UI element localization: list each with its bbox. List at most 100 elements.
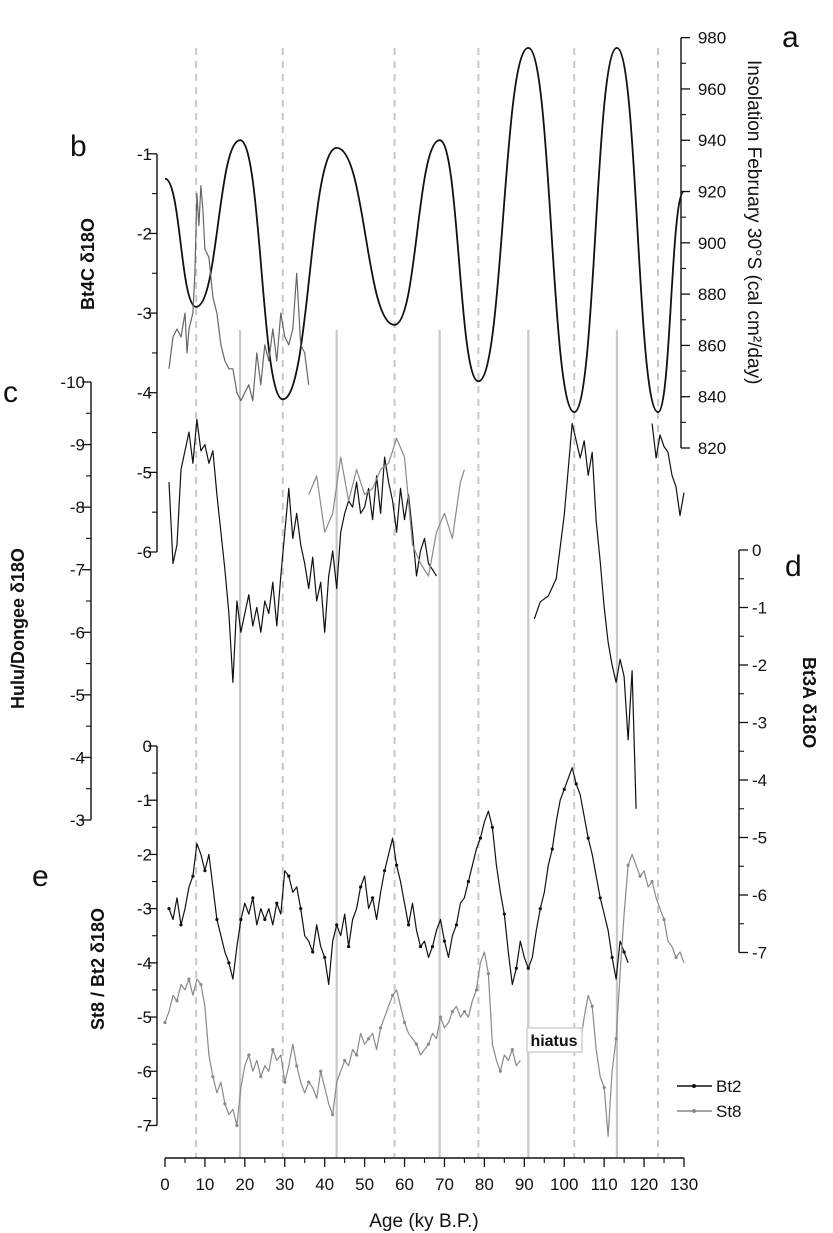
y-tick-label-b: -3: [137, 304, 152, 323]
hiatus-annotation: hiatus: [526, 1027, 583, 1053]
bt4c-axis-title: Bt4C δ18O: [78, 218, 98, 310]
x-tick-label-70: 70: [435, 1175, 454, 1194]
y-tick-label-d: -3: [752, 714, 767, 733]
st8-bt2-axis-title: St8 / Bt2 δ18O: [88, 908, 108, 1030]
point-St8: [247, 1053, 251, 1057]
y-tick-label-d: -5: [752, 829, 767, 848]
point-St8: [378, 1026, 383, 1030]
series-d-1: [651, 423, 685, 517]
y-tick-label-a: 820: [698, 439, 726, 458]
y-tick-label-b: -1: [137, 145, 152, 164]
axis-titles: Insolation February 30°S (cal cm²/day) B…: [8, 60, 819, 1232]
point-Bt2: [167, 907, 171, 911]
point-St8: [438, 1015, 443, 1019]
point-Bt2: [562, 787, 566, 791]
y-tick-label-d: -6: [752, 886, 767, 905]
x-tick-label-110: 110: [591, 1175, 618, 1194]
point-Bt2: [526, 966, 530, 970]
y-tick-label-c: -3: [70, 811, 85, 830]
axes-layer: 0 10 20 30 40 50 60 70 80 90 100 110 120 130 820 840 860…: [60, 29, 767, 1194]
point-St8: [283, 1080, 287, 1084]
point-St8: [510, 1047, 514, 1052]
y-tick-label-d: -7: [752, 944, 767, 963]
y-tick-label-a: 920: [698, 183, 726, 202]
y-tick-label-c: -10: [60, 373, 85, 392]
series-layer: [163, 47, 685, 1137]
y-tick-label-d: -4: [752, 771, 767, 790]
point-St8: [662, 917, 666, 922]
point-Bt2: [299, 907, 303, 911]
x-tick-label-20: 20: [235, 1175, 254, 1194]
series-d-0: [533, 422, 637, 809]
point-Bt2: [538, 907, 542, 911]
y-tick-label-e: 0: [143, 737, 152, 756]
y-tick-label-e: -3: [137, 900, 152, 919]
x-tick-label-30: 30: [275, 1175, 294, 1194]
point-St8: [638, 874, 642, 878]
point-Bt2: [239, 917, 243, 922]
point-St8: [602, 1085, 606, 1090]
point-Bt2: [454, 923, 459, 927]
y-tick-label-a: 940: [698, 131, 726, 150]
y-tick-label-c: -4: [70, 748, 85, 767]
point-St8: [295, 1064, 299, 1068]
y-tick-label-c: -5: [70, 686, 85, 705]
x-tick-label-10: 10: [195, 1175, 214, 1194]
series-b-0: [168, 185, 310, 402]
point-St8: [390, 993, 395, 997]
y-tick-label-b: -6: [137, 543, 152, 562]
y-tick-label-a: 900: [698, 234, 726, 253]
legend: Bt2 St8: [677, 1077, 742, 1121]
y-tick-label-b: -2: [137, 224, 152, 243]
point-Bt2: [179, 923, 183, 927]
hiatus-box: [526, 1027, 583, 1053]
point-Bt2: [382, 869, 387, 873]
point-Bt2: [622, 950, 626, 954]
point-St8: [307, 1080, 311, 1084]
panel-letter-b: b: [70, 130, 87, 163]
y-tick-label-d: -1: [752, 599, 767, 618]
point-St8: [223, 1102, 227, 1106]
panel-letters: a b c d e: [3, 21, 802, 893]
point-St8: [187, 977, 191, 981]
point-St8: [614, 1037, 618, 1041]
point-Bt2: [311, 950, 315, 954]
point-St8: [199, 982, 203, 987]
panel-letter-e: e: [32, 860, 49, 893]
point-Bt2: [610, 955, 614, 960]
point-St8: [355, 1053, 359, 1057]
point-St8: [319, 1069, 323, 1073]
point-St8: [486, 972, 490, 976]
point-St8: [402, 1020, 407, 1025]
point-St8: [271, 1047, 275, 1052]
y-tick-label-a: 880: [698, 285, 726, 304]
point-Bt2: [586, 836, 590, 840]
y-tick-label-e: -4: [137, 954, 152, 973]
y-tick-label-a: 860: [698, 336, 726, 355]
point-Bt2: [490, 825, 494, 829]
point-St8: [426, 1042, 431, 1046]
point-Bt2: [418, 944, 423, 949]
point-Bt2: [263, 917, 267, 922]
y-tick-label-a: 980: [698, 29, 726, 48]
legend-marker-st8: [692, 1109, 696, 1113]
y-tick-label-b: -4: [137, 384, 152, 403]
x-axis-title: Age (ky B.P.): [369, 1211, 478, 1232]
point-Bt2: [287, 874, 291, 878]
point-St8: [674, 955, 678, 960]
point-St8: [235, 1123, 239, 1128]
x-tick-label-50: 50: [355, 1175, 374, 1194]
series-c-0: [168, 418, 438, 683]
point-St8: [259, 1075, 263, 1079]
legend-label-st8: St8: [716, 1102, 742, 1121]
panel-letter-c: c: [3, 376, 18, 409]
point-St8: [414, 1042, 419, 1046]
point-St8: [175, 999, 179, 1003]
bt3a-axis-title: Bt3A δ18O: [799, 657, 819, 748]
point-Bt2: [203, 869, 207, 873]
point-St8: [650, 879, 654, 884]
y-tick-label-c: -8: [70, 498, 85, 517]
point-St8: [462, 1010, 467, 1014]
y-tick-label-a: 840: [698, 388, 726, 407]
